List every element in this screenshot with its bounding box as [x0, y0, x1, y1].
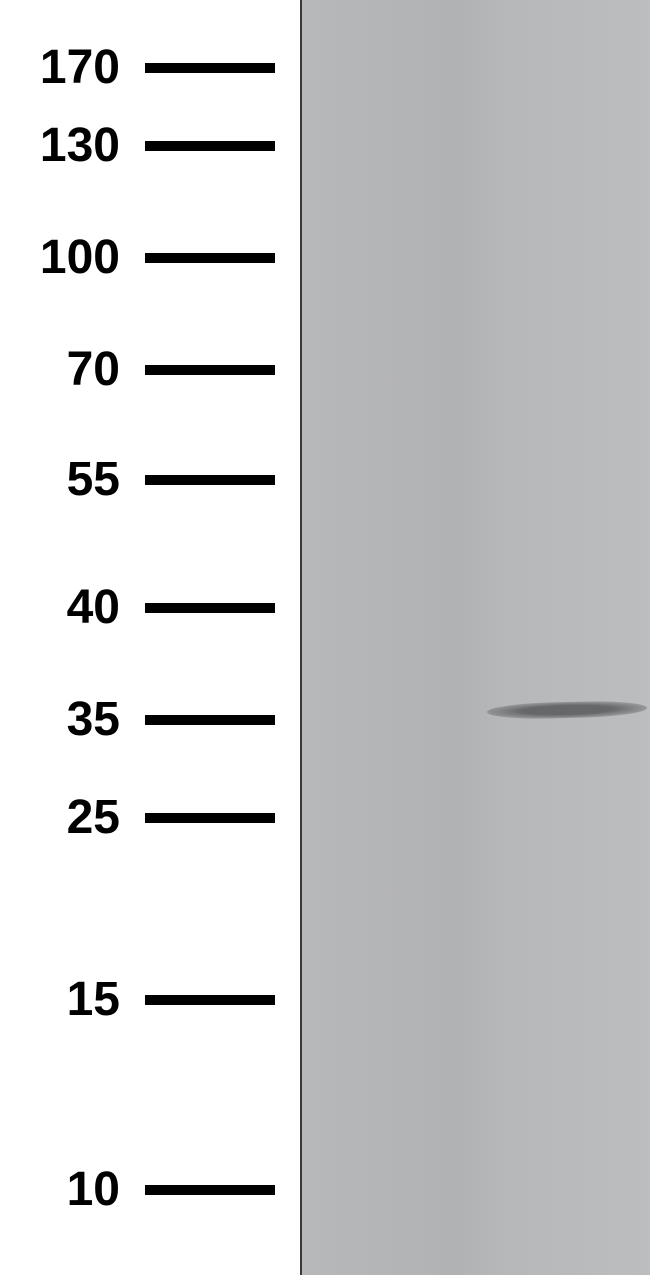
- marker-tick: [145, 253, 275, 263]
- marker-label: 130: [10, 122, 120, 170]
- marker-tick: [145, 365, 275, 375]
- marker-tick: [145, 715, 275, 725]
- marker-label: 15: [10, 976, 120, 1024]
- marker-tick: [145, 813, 275, 823]
- blot-membrane: [300, 0, 650, 1275]
- marker-row: 170: [0, 44, 300, 92]
- marker-row: 25: [0, 794, 300, 842]
- marker-label: 10: [10, 1166, 120, 1214]
- marker-row: 70: [0, 346, 300, 394]
- marker-tick: [145, 995, 275, 1005]
- marker-label: 100: [10, 234, 120, 282]
- lane-1: [302, 0, 477, 1275]
- marker-tick: [145, 603, 275, 613]
- marker-tick: [145, 475, 275, 485]
- marker-row: 130: [0, 122, 300, 170]
- marker-row: 15: [0, 976, 300, 1024]
- western-blot-figure: 170 130 100 70 55 40 35 25 15 10: [0, 0, 650, 1275]
- marker-label: 35: [10, 696, 120, 744]
- marker-label: 25: [10, 794, 120, 842]
- marker-label: 70: [10, 346, 120, 394]
- marker-label: 170: [10, 44, 120, 92]
- marker-row: 55: [0, 456, 300, 504]
- marker-tick: [145, 1185, 275, 1195]
- marker-tick: [145, 141, 275, 151]
- marker-row: 35: [0, 696, 300, 744]
- molecular-weight-ladder: 170 130 100 70 55 40 35 25 15 10: [0, 0, 300, 1275]
- protein-band: [487, 700, 647, 720]
- lane-2: [477, 0, 650, 1275]
- marker-tick: [145, 63, 275, 73]
- marker-row: 10: [0, 1166, 300, 1214]
- marker-label: 55: [10, 456, 120, 504]
- marker-label: 40: [10, 584, 120, 632]
- marker-row: 100: [0, 234, 300, 282]
- marker-row: 40: [0, 584, 300, 632]
